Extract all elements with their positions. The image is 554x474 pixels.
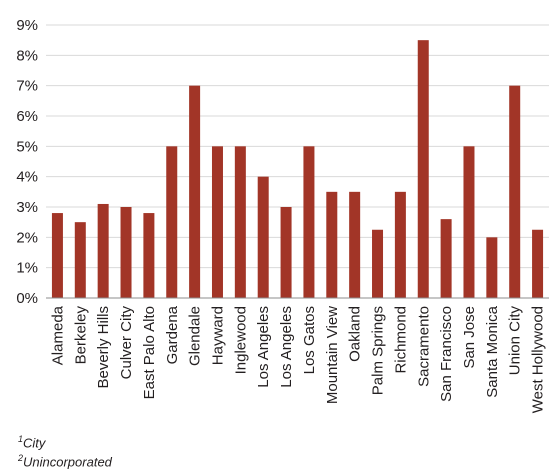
bar (417, 40, 429, 299)
bar (532, 229, 544, 298)
y-tick-label: 9% (16, 17, 38, 34)
x-category-label: Inglewood (232, 306, 249, 374)
x-category-label: Mountain View (324, 306, 341, 404)
bar (486, 237, 498, 298)
x-category-label: Gardena (164, 305, 181, 364)
bar (509, 85, 521, 299)
x-category-label: Los Gatos (301, 306, 318, 374)
bar (280, 207, 292, 298)
bar (211, 146, 223, 298)
x-category-label: Richmond (392, 306, 409, 374)
x-category-label: Glendale (187, 306, 204, 366)
x-category-label: East Palo Alto (141, 306, 158, 399)
bar (257, 176, 269, 298)
x-category-label: Alameda (49, 305, 66, 365)
bar (440, 219, 452, 298)
x-category-label: Sacramento (415, 306, 432, 387)
footnote-text: Unincorporated (23, 454, 112, 470)
footnote-city: 1City (18, 434, 45, 450)
bar (463, 146, 475, 298)
x-category-label: Oakland (347, 306, 364, 362)
bar (189, 85, 201, 299)
footnote-text: City (23, 435, 46, 451)
bar (51, 213, 63, 298)
bar (326, 191, 338, 298)
bar (349, 191, 361, 298)
x-category-label: Santa Monica (484, 305, 501, 397)
x-category-label: Palm Springs (370, 306, 387, 395)
y-tick-label: 6% (16, 108, 38, 125)
footnote-unincorporated: 2Unincorporated (18, 453, 112, 469)
x-category-label: West Hollywood (530, 306, 547, 413)
bar (120, 207, 132, 298)
y-tick-label: 1% (16, 260, 38, 277)
bar (97, 203, 109, 298)
x-category-label: Hayward (209, 306, 226, 365)
bars (51, 40, 544, 299)
bar (74, 222, 86, 298)
footnote-marker: 2 (18, 453, 24, 463)
x-category-label: Beverly Hills (95, 306, 112, 389)
x-category-label: Los Angeles (255, 306, 272, 388)
bar (394, 191, 406, 298)
bar (234, 146, 246, 298)
y-axis-tick-labels: 0% 1% 2% 3% 4% 5% 6% 7% 8% 9% (16, 17, 38, 307)
footnote-marker: 1 (18, 434, 24, 444)
x-category-label: Berkeley (72, 306, 89, 365)
y-tick-label: 0% (16, 290, 38, 307)
x-category-label: Los Angeles (278, 306, 295, 388)
x-category-label: San Francisco (438, 306, 455, 402)
y-tick-label: 8% (16, 47, 38, 64)
y-tick-label: 2% (16, 229, 38, 246)
bar (143, 213, 155, 298)
bar (303, 146, 315, 298)
y-tick-label: 5% (16, 138, 38, 155)
x-category-label: San Jose (461, 306, 478, 369)
bar (372, 229, 384, 298)
x-category-label: Union City (507, 306, 524, 376)
y-tick-label: 7% (16, 78, 38, 95)
y-tick-label: 4% (16, 169, 38, 186)
x-axis-category-labels: Alameda Berkeley Beverly Hills Culver City E… (49, 305, 546, 413)
y-tick-label: 3% (16, 199, 38, 216)
bar (166, 146, 178, 298)
x-category-label: Culver City (118, 306, 135, 380)
bar-chart: 0% 1% 2% 3% 4% 5% 6% 7% 8% 9% Alameda Berkeley Beve… (16, 17, 549, 413)
